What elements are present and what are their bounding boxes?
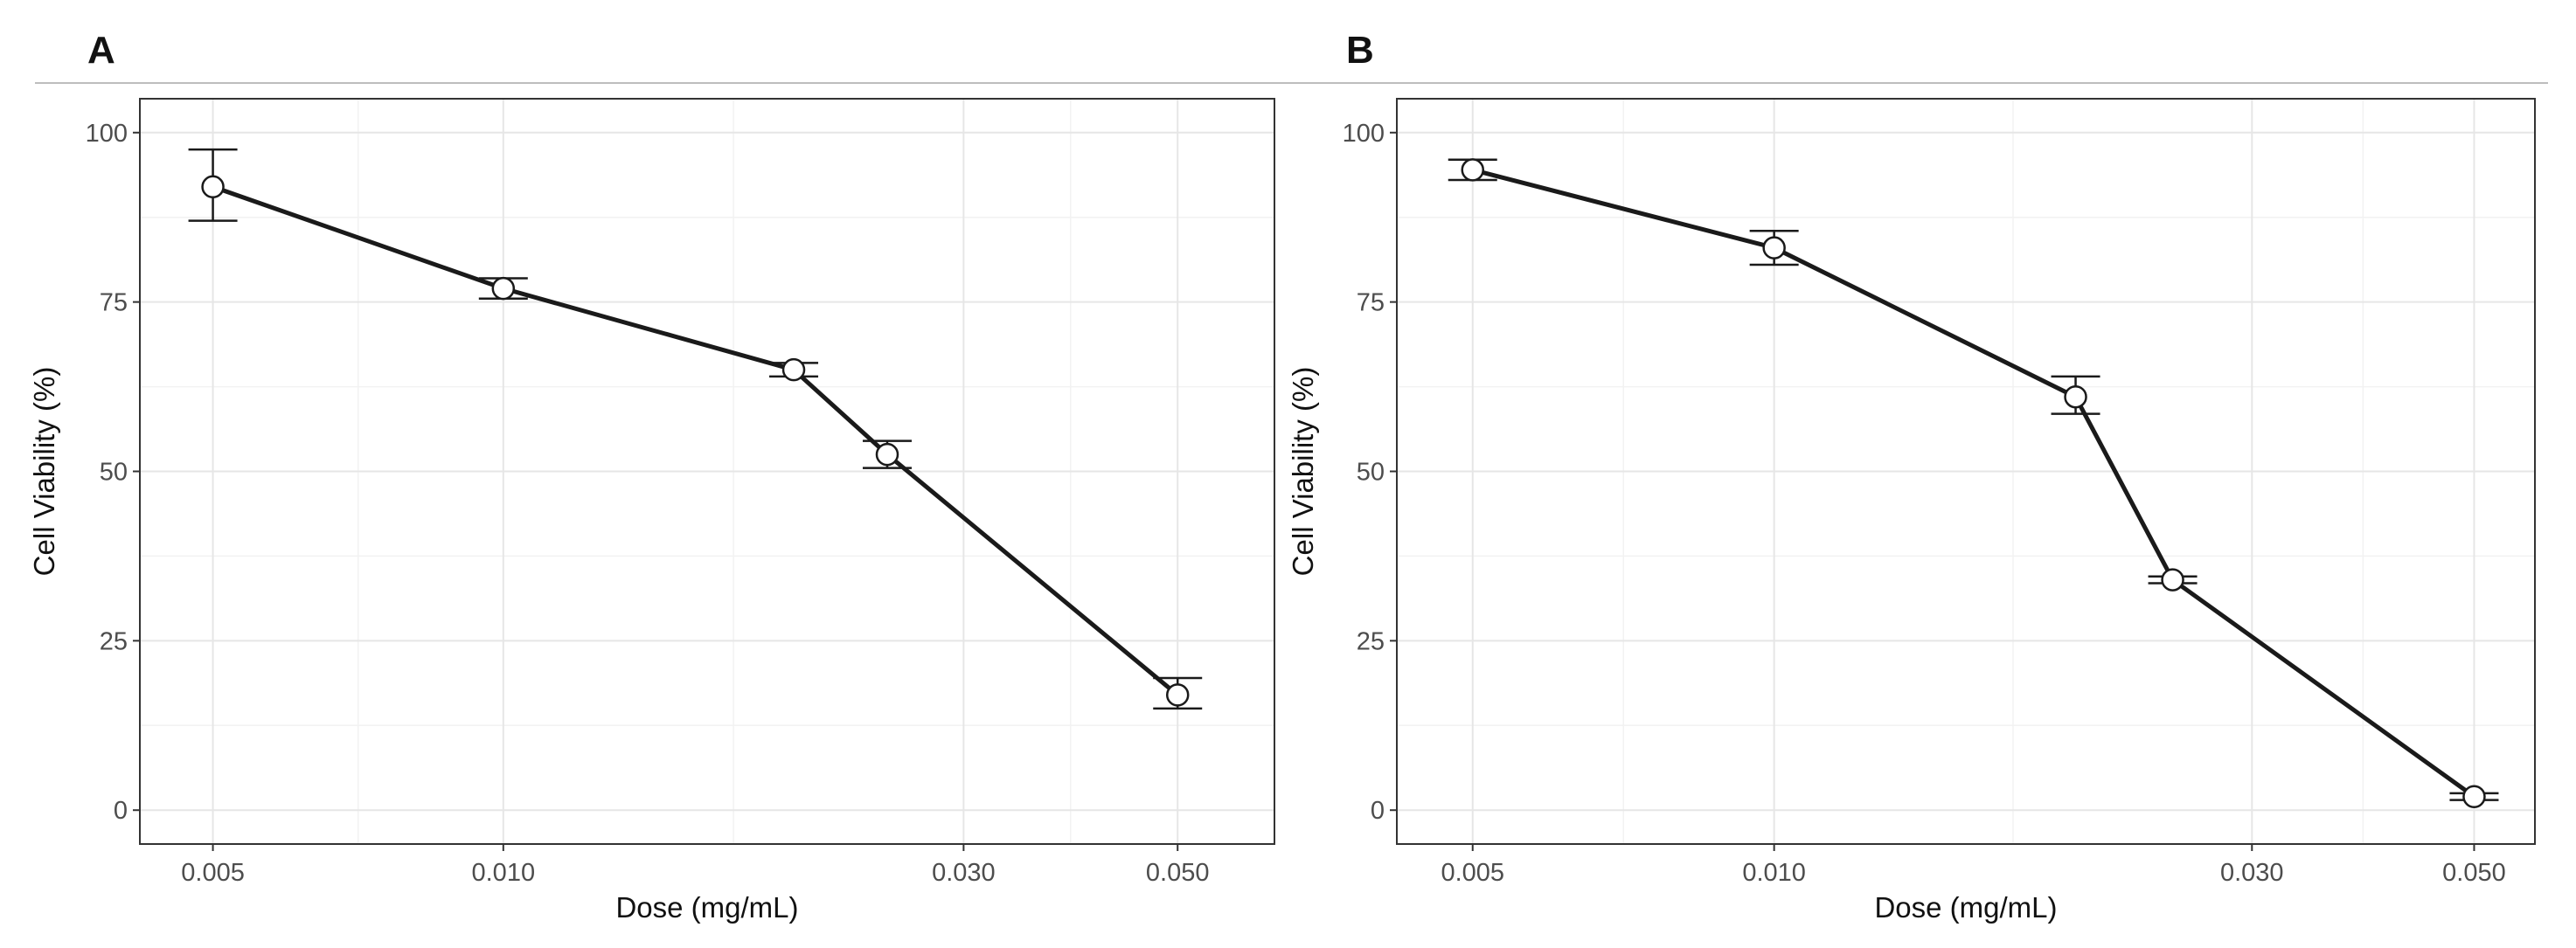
x-tick-label: 0.010 [1742,859,1806,887]
panel-b: B 0 25 50 75 100 0.005 0.010 0.030 0.050 Dose (mg/… [1287,29,2536,924]
data-point [201,175,225,199]
plot-border [1396,98,2536,845]
data-point [875,442,899,467]
data-point [1165,683,1190,707]
x-tick-label: 0.030 [932,859,996,887]
panel-label: A [87,29,115,72]
x-axis-title: Dose (mg/mL) [1874,891,2057,924]
y-axis-title: Cell Viability (%) [28,367,60,577]
y-tick-label: 75 [1357,289,1385,317]
x-tick-label: 0.010 [472,859,536,887]
x-tick-label: 0.030 [2220,859,2284,887]
y-tick-label: 75 [100,289,128,317]
data-point [2064,384,2087,409]
x-tick-label: 0.005 [1441,859,1504,887]
y-tick-label: 50 [1357,459,1385,487]
data-point [781,357,806,382]
data-point [1461,158,1485,182]
y-axis-title: Cell Viability (%) [1287,367,1319,577]
y-tick-label: 0 [114,797,128,825]
y-tick-label: 100 [1343,120,1385,148]
x-tick-label: 0.050 [1146,859,1210,887]
x-tick-label: 0.050 [2442,859,2506,887]
x-tick-label: 0.005 [181,859,245,887]
y-tick-label: 25 [100,627,128,655]
y-tick-label: 50 [100,459,128,487]
y-tick-label: 100 [86,120,128,148]
plot-border [139,98,1275,845]
y-tick-label: 25 [1357,627,1385,655]
panel-label: B [1346,29,1374,72]
panel-a: A 0 25 50 75 100 0.005 0.010 0.030 0.050 Dose (mg/… [28,29,1275,924]
data-point [2161,568,2184,592]
x-axis-title: Dose (mg/mL) [615,891,798,924]
data-point [2462,785,2486,808]
data-point [491,276,516,301]
data-point [1762,236,1786,259]
y-tick-label: 0 [1371,797,1385,825]
